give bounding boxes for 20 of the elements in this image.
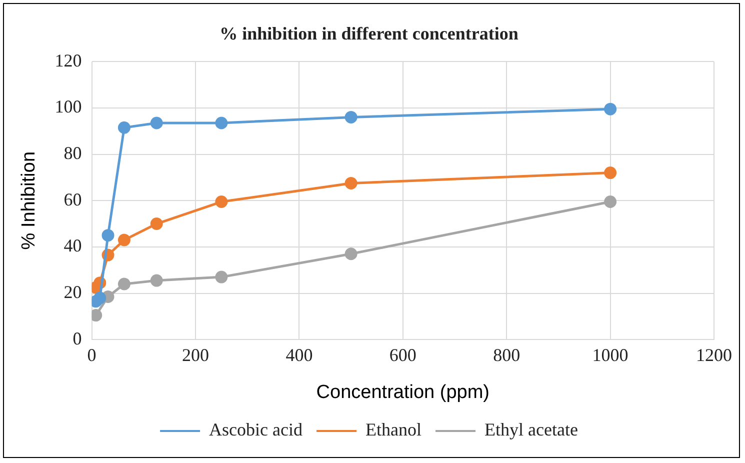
legend-label: Ascobic acid <box>209 420 303 440</box>
x-tick-label: 1200 <box>696 345 732 366</box>
x-tick-label: 1000 <box>592 345 628 366</box>
y-tick-label: 80 <box>64 143 82 163</box>
y-tick-label: 0 <box>72 328 82 348</box>
chart-title: % inhibition in different concentration <box>220 23 518 44</box>
x-tick-label: 0 <box>87 345 96 366</box>
y-tick-label: 20 <box>64 282 82 302</box>
y-tick-label: 120 <box>54 50 82 70</box>
x-tick-label: 800 <box>493 345 520 366</box>
legend-label: Ethanol <box>366 420 422 440</box>
x-tick-label: 200 <box>182 345 209 366</box>
y-tick-label: 60 <box>64 189 82 210</box>
legend-label: Ethyl acetate <box>484 420 578 440</box>
x-tick-label: 400 <box>286 345 313 366</box>
x-axis-title: Concentration (ppm) <box>316 382 490 403</box>
x-tick-label: 600 <box>389 345 416 366</box>
y-tick-label: 40 <box>64 236 82 256</box>
y-axis-title: % Inhibition <box>18 151 40 250</box>
y-tick-label: 100 <box>54 96 82 117</box>
